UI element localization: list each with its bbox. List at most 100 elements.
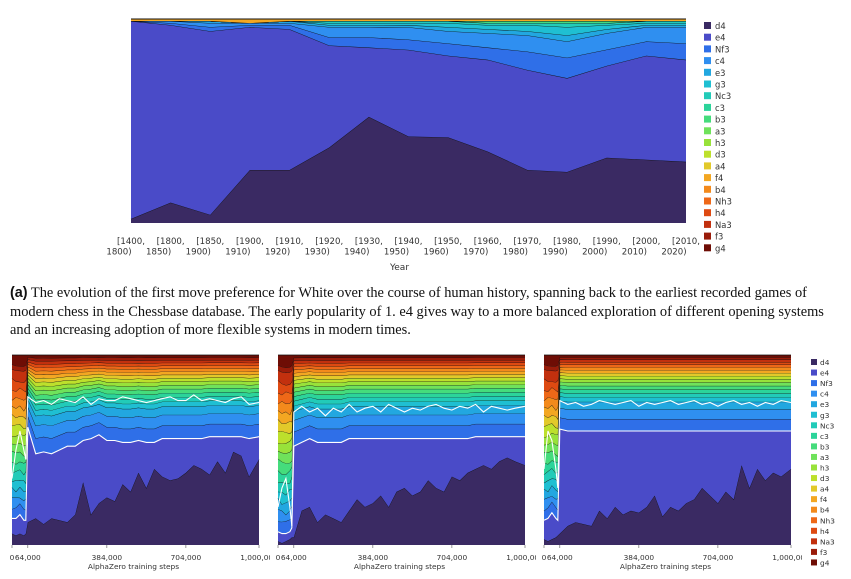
x-tick-label: [1920, 1930) xyxy=(305,237,344,258)
legend-swatch-g3 xyxy=(704,80,711,88)
x-axis-label: AlphaZero training steps xyxy=(354,562,445,571)
legend-label-g4: g4 xyxy=(715,243,726,253)
legend-swatch-g4 xyxy=(704,244,711,252)
legend-label-Nf3: Nf3 xyxy=(715,44,730,54)
x-tick-label: 64,000 xyxy=(281,553,307,562)
legend-swatch-e3 xyxy=(811,401,817,408)
legend-swatch-e3 xyxy=(704,68,711,76)
legend-swatch-h3 xyxy=(704,139,711,146)
legend-label-d4: d4 xyxy=(820,358,830,367)
boundary-d4 xyxy=(277,457,526,544)
legend-label-f4: f4 xyxy=(820,495,828,504)
boundary-b3 xyxy=(11,383,260,457)
area-f4 xyxy=(12,369,259,419)
legend-swatch-Nc3 xyxy=(811,422,817,429)
x-tick-label: [1990, 2000) xyxy=(582,237,621,258)
alphazero-chart-3: 064,000 384,000 704,000 1,000,000 AlphaZero … xyxy=(542,354,802,571)
alphazero-chart-2: 064,000 384,000 704,000 1,000,000 AlphaZero … xyxy=(276,354,536,571)
x-tick-label: 1,000,000 xyxy=(240,553,270,562)
legend-label-Nc3: Nc3 xyxy=(820,421,835,430)
white-line-upper xyxy=(11,394,260,479)
legend-label-c4: c4 xyxy=(715,56,725,66)
area-Na3 xyxy=(12,359,259,383)
legend-label-h3: h3 xyxy=(715,138,726,148)
area-e3 xyxy=(278,405,525,515)
legend-label-d3: d3 xyxy=(715,150,726,160)
area-Na3 xyxy=(278,360,525,386)
legend-label-e4: e4 xyxy=(715,33,725,43)
area-Nc3 xyxy=(131,21,686,28)
x-tick-label: [1980, 1990) xyxy=(542,237,581,258)
x-tick-label: 704,000 xyxy=(171,553,202,562)
legend-swatch-h4 xyxy=(811,527,817,534)
x-axis-label: Year xyxy=(389,263,409,273)
x-tick-label: [1930, 1940) xyxy=(344,237,383,258)
x-tick-label: [2010, 2020) xyxy=(661,237,700,258)
legend-label-h4: h4 xyxy=(715,208,726,218)
legend-swatch-a3 xyxy=(811,453,817,460)
x-tick-label: 704,000 xyxy=(703,553,734,562)
area-Nf3 xyxy=(131,21,686,79)
x-tick-label: [1940, 1950) xyxy=(384,237,423,258)
legend-label-Nf3: Nf3 xyxy=(820,379,833,388)
figure-caption: (a) The evolution of the first move pref… xyxy=(10,284,846,340)
area-Nf3 xyxy=(278,423,525,534)
legend-swatch-d3 xyxy=(704,150,711,158)
legend-label-g3: g3 xyxy=(820,411,830,420)
x-tick-label: [2000, 2010) xyxy=(622,237,661,258)
area-b3 xyxy=(131,21,686,24)
area-d4 xyxy=(131,116,686,223)
legend-label-b3: b3 xyxy=(820,442,830,451)
legend-swatch-b4 xyxy=(811,506,817,513)
legend-swatch-d4 xyxy=(704,22,711,29)
legend-label-c4: c4 xyxy=(820,390,829,399)
area-c4 xyxy=(544,408,791,511)
legend-label-a3: a3 xyxy=(715,126,725,136)
legend-label-f3: f3 xyxy=(820,548,828,557)
alphazero-chart-1: 064,000 384,000 704,000 1,000,000 AlphaZero … xyxy=(10,354,270,571)
area-h4 xyxy=(12,361,259,392)
boundary-h3 xyxy=(543,378,791,438)
white-line-upper xyxy=(277,403,526,527)
x-tick-label: 0 xyxy=(276,553,281,562)
legend-label-h3: h3 xyxy=(820,464,830,473)
boundary-f4 xyxy=(543,369,791,411)
legend-label-b4: b4 xyxy=(715,185,726,195)
area-e4 xyxy=(12,427,259,536)
legend-swatch-d4 xyxy=(811,359,817,365)
x-tick-label: 384,000 xyxy=(358,553,389,562)
legend-label-c3: c3 xyxy=(820,432,829,441)
boundary-Nc3 xyxy=(543,392,791,475)
legend-label-Nh3: Nh3 xyxy=(820,516,835,525)
boundary-b4 xyxy=(543,366,791,401)
boundary-Na3 xyxy=(277,359,525,374)
legend-swatch-a4 xyxy=(811,485,817,492)
legend-swatch-b4 xyxy=(704,185,711,193)
legend-swatch-c3 xyxy=(811,432,817,439)
legend-swatch-Nh3 xyxy=(811,517,817,524)
area-f4 xyxy=(131,19,686,24)
x-tick-label: [1950, 1960) xyxy=(424,237,463,258)
legend-label-e4: e4 xyxy=(820,369,830,378)
legend-label-e3: e3 xyxy=(820,400,830,409)
area-c4 xyxy=(12,406,259,511)
x-axis-label: AlphaZero training steps xyxy=(620,562,711,571)
legend-swatch-Nf3 xyxy=(811,380,817,387)
legend-label-d4: d4 xyxy=(715,21,726,31)
legend-label-a4: a4 xyxy=(715,161,725,171)
legend-swatch-c4 xyxy=(704,57,711,65)
white-line-e4 xyxy=(277,436,525,535)
x-tick-label: 1,000,000 xyxy=(772,553,802,562)
area-c4 xyxy=(278,413,525,522)
x-tick-label: [1910, 1920) xyxy=(265,237,304,258)
area-Na3 xyxy=(544,359,791,383)
legend-swatch-h3 xyxy=(811,464,817,471)
legend-swatch-d3 xyxy=(811,475,817,482)
legend-label-b3: b3 xyxy=(715,115,726,125)
area-Nf3 xyxy=(544,417,791,521)
x-tick-label: 384,000 xyxy=(92,553,123,562)
area-e4 xyxy=(544,429,791,542)
x-tick-label: [1970, 1980) xyxy=(503,237,542,258)
area-Nf3 xyxy=(12,415,259,521)
